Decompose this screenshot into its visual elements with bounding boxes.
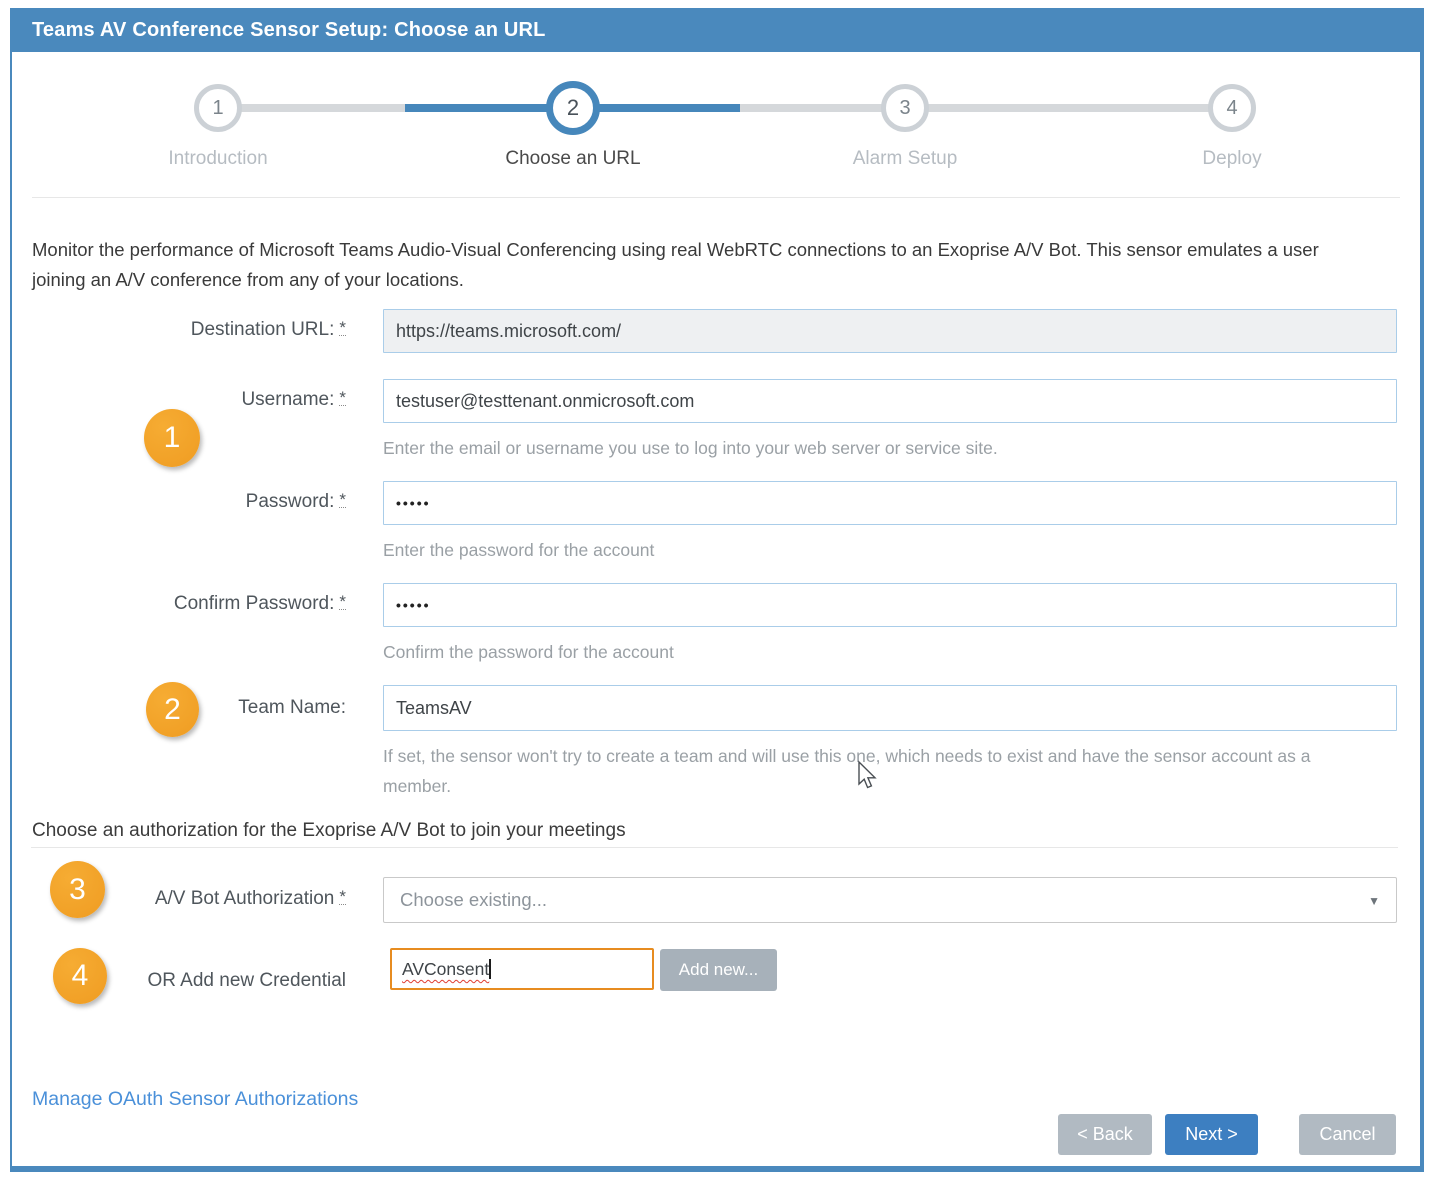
next-button[interactable]: Next > — [1165, 1114, 1258, 1155]
manage-oauth-link[interactable]: Manage OAuth Sensor Authorizations — [32, 1088, 359, 1110]
username-field[interactable]: testuser@testtenant.onmicrosoft.com — [383, 379, 1397, 423]
step-label-deploy: Deploy — [1202, 148, 1262, 169]
cancel-button[interactable]: Cancel — [1299, 1114, 1396, 1155]
required-mark: * — [339, 388, 346, 407]
back-button[interactable]: < Back — [1058, 1114, 1152, 1155]
step-circle-alarm-setup[interactable]: 3 — [881, 84, 929, 132]
annotation-badge-1: 1 — [144, 409, 200, 467]
annotation-badge-2: 2 — [146, 682, 199, 737]
annotation-badge-4: 4 — [53, 948, 107, 1004]
bot-authorization-select[interactable]: Choose existing... ▼ — [383, 877, 1397, 923]
password-label: Password: * — [245, 490, 346, 512]
wizard-panel: Teams AV Conference Sensor Setup: Choose… — [10, 8, 1424, 1172]
confirm-password-help: Confirm the password for the account — [383, 642, 674, 662]
intro-text: Monitor the performance of Microsoft Tea… — [32, 239, 1319, 290]
username-help: Enter the email or username you use to l… — [383, 438, 998, 458]
step-number: 1 — [212, 96, 224, 119]
text-caret — [489, 959, 491, 979]
team-name-help: If set, the sensor won't try to create a… — [383, 746, 1311, 796]
dialog-title: Teams AV Conference Sensor Setup: Choose… — [32, 19, 546, 41]
dialog-titlebar: Teams AV Conference Sensor Setup: Choose… — [12, 8, 1420, 52]
password-field[interactable]: ••••• — [383, 481, 1397, 525]
step-circle-choose-url[interactable]: 2 — [546, 81, 600, 135]
step-circle-introduction[interactable]: 1 — [194, 84, 242, 132]
stepper-divider — [32, 197, 1400, 198]
step-number: 3 — [899, 96, 911, 119]
required-mark: * — [339, 592, 346, 611]
step-circle-deploy[interactable]: 4 — [1208, 84, 1256, 132]
destination-url-field: https://teams.microsoft.com/ — [383, 309, 1397, 353]
required-mark: * — [339, 490, 346, 509]
step-number: 2 — [566, 95, 580, 120]
mouse-cursor-icon — [858, 760, 877, 789]
step-label-introduction: Introduction — [168, 148, 268, 169]
confirm-password-field[interactable]: ••••• — [383, 583, 1397, 627]
team-name-label: Team Name: — [238, 697, 346, 718]
new-credential-input[interactable]: AVConsent — [390, 948, 654, 990]
team-name-field[interactable]: TeamsAV — [383, 685, 1397, 731]
confirm-password-label: Confirm Password: * — [173, 592, 346, 614]
chevron-down-icon: ▼ — [1368, 894, 1380, 908]
new-credential-value: AVConsent — [402, 959, 490, 979]
bot-authorization-label: A/V Bot Authorization * — [154, 887, 346, 909]
required-mark: * — [339, 318, 346, 337]
add-credential-label: OR Add new Credential — [147, 970, 346, 991]
auth-section-divider — [31, 847, 1398, 848]
required-mark: * — [339, 887, 346, 906]
annotation-badge-3: 3 — [50, 861, 105, 918]
password-help: Enter the password for the account — [383, 540, 655, 560]
add-new-button[interactable]: Add new... — [660, 949, 777, 991]
destination-url-label: Destination URL: * — [190, 318, 346, 340]
step-label-alarm-setup: Alarm Setup — [852, 148, 958, 169]
bot-authorization-selected-value: Choose existing... — [400, 889, 548, 910]
step-label-choose-url: Choose an URL — [505, 148, 641, 169]
username-label: Username: * — [241, 388, 346, 410]
auth-section-heading: Choose an authorization for the Exoprise… — [32, 820, 626, 841]
step-number: 4 — [1226, 96, 1238, 119]
